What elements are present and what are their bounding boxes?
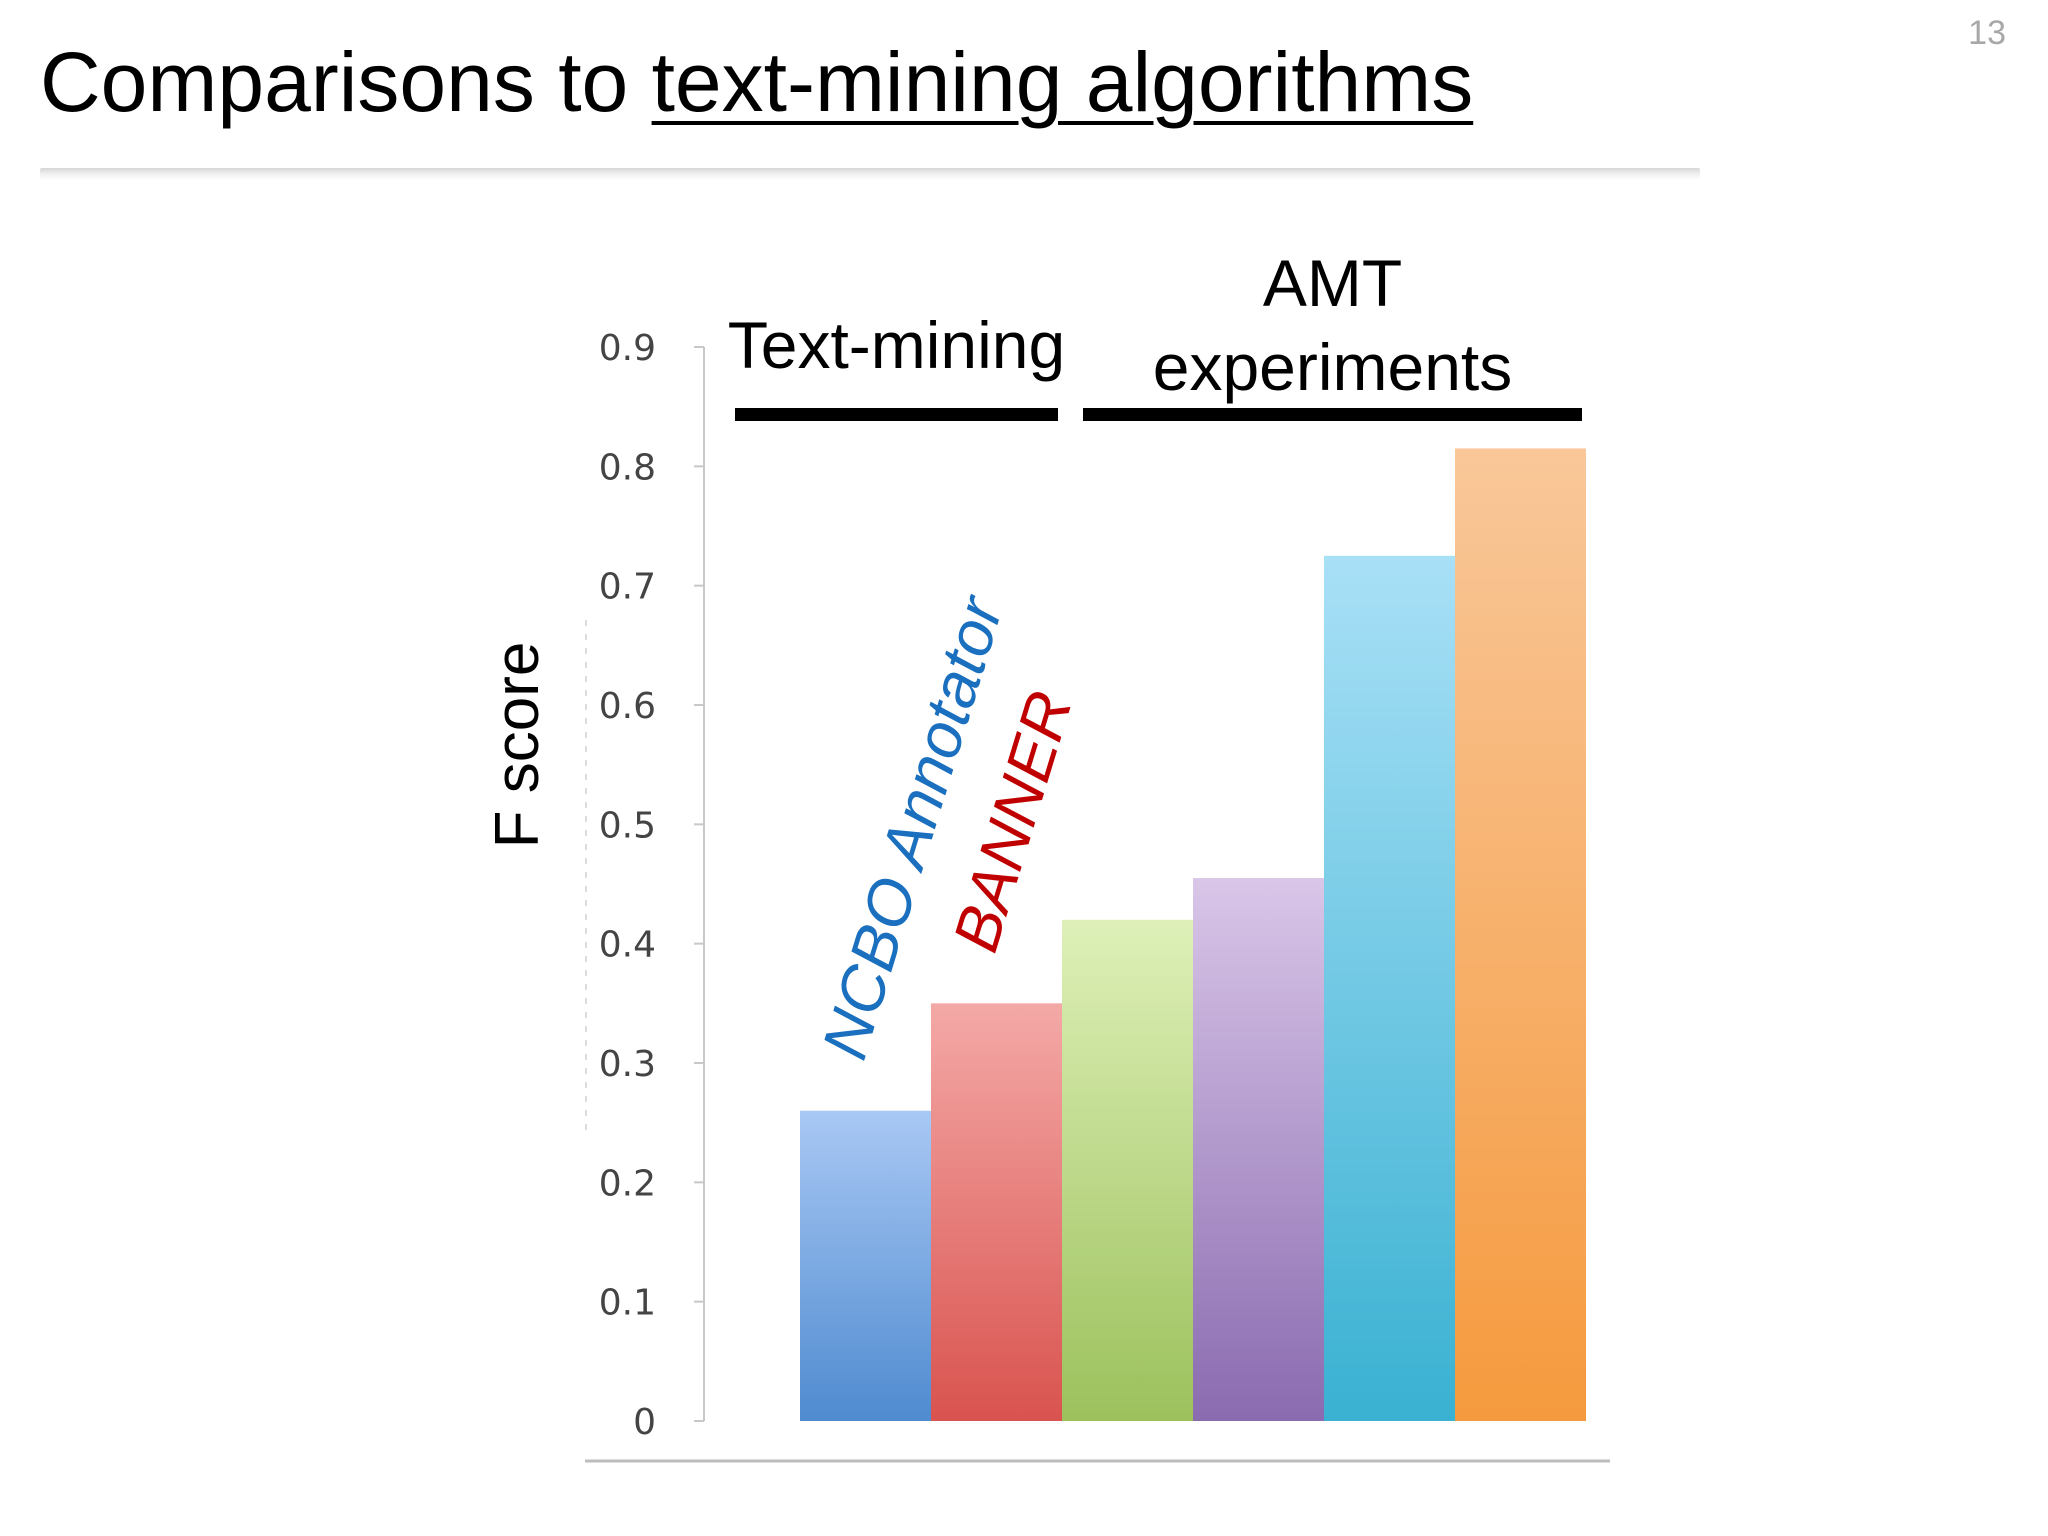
y-tick-label: 0.8: [599, 447, 656, 488]
y-tick-label: 0.1: [599, 1283, 656, 1324]
group-bracket-2: [1083, 408, 1582, 421]
slide-number: 13: [1968, 14, 2006, 52]
title-underlined-text: text-mining algorithms: [651, 35, 1474, 129]
bar-4: [1193, 878, 1324, 1421]
bars: [800, 448, 1586, 1421]
title-text: Comparisons to: [40, 35, 652, 129]
title-divider: [40, 168, 1700, 180]
y-tick-label: 0.6: [599, 686, 656, 727]
bar-6: [1455, 448, 1586, 1421]
y-tick-label: 0: [633, 1402, 656, 1443]
bar-1: [800, 1110, 931, 1421]
y-tick-label: 0.9: [599, 328, 656, 369]
group-label-2: AMT: [1263, 246, 1402, 320]
group-bracket-1: [735, 408, 1058, 421]
bar-3: [1062, 919, 1193, 1421]
slide-title: Comparisons to text-mining algorithms: [40, 36, 1473, 128]
y-tick-label: 0.3: [599, 1044, 656, 1085]
y-tick-label: 0.4: [599, 925, 656, 966]
y-axis: 0 0.1 0.2 0.3 0.4 0.5 0.6 0.7 0.8 0.9: [585, 328, 1610, 1463]
bar-2: [931, 1003, 1062, 1421]
y-tick-label: 0.5: [599, 805, 656, 846]
group-label-1: Text-mining: [728, 308, 1065, 382]
bar-5: [1324, 555, 1455, 1421]
group-label-2: experiments: [1153, 330, 1513, 404]
y-tick-label: 0.2: [599, 1163, 656, 1204]
y-axis-label: F score: [483, 642, 552, 849]
y-tick-label: 0.7: [599, 567, 656, 608]
